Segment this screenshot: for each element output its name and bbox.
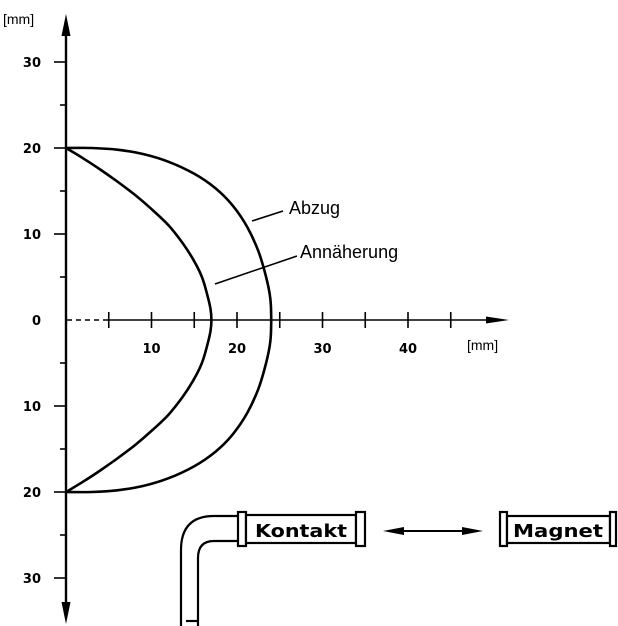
series-lines — [64, 146, 273, 494]
contact-left-cap — [236, 510, 248, 548]
x-axis-arrow-right-icon — [486, 316, 509, 324]
y-tick-label: 20 — [23, 142, 41, 157]
y-axis-arrow-down-icon — [61, 602, 71, 624]
annaeherung-curve-label: Annäherung — [300, 242, 398, 262]
double-arrow-icon — [383, 527, 483, 535]
y-tick-label: 20 — [23, 486, 41, 501]
contact-lead-inner-line — [196, 539, 238, 626]
x-tick-label: 20 — [228, 342, 246, 357]
arrow-right-icon — [462, 527, 483, 535]
magnet-label: Magnet — [513, 521, 603, 542]
y-tick-label: 10 — [23, 228, 41, 243]
x-tick-label: 10 — [142, 342, 160, 357]
y-axis-arrow-up-icon — [61, 14, 71, 36]
x-tick-label: 30 — [313, 342, 331, 357]
y-tick-label: 30 — [23, 56, 41, 71]
contact-label: Kontakt — [255, 521, 347, 542]
axis-tick-labels: 10 20 30 40 30 20 10 0 10 20 30 — [23, 56, 417, 587]
x-tick-label: 40 — [399, 342, 417, 357]
reed-contact-schematic: Kontakt Magnet — [179, 510, 618, 626]
y-tick-label: 0 — [32, 314, 41, 329]
contact-right-cap — [354, 510, 367, 548]
magnet-right-cap — [608, 510, 618, 548]
series-line-abzug — [64, 146, 273, 494]
series-line-annaherung — [64, 146, 213, 494]
y-tick-label: 10 — [23, 400, 41, 415]
contact-lead-outer-line — [179, 514, 238, 626]
y-tick-label: 30 — [23, 572, 41, 587]
x-axis-unit-label: [mm] — [467, 337, 498, 353]
arrow-left-icon — [383, 527, 404, 535]
contact-body — [244, 513, 358, 545]
axis-ticks — [54, 61, 452, 579]
abzug-curve-label: Abzug — [289, 198, 340, 218]
y-axis-unit-label: [mm] — [3, 11, 34, 27]
abzug-leader-line — [251, 210, 284, 222]
annaeherung-leader-line — [214, 255, 298, 285]
